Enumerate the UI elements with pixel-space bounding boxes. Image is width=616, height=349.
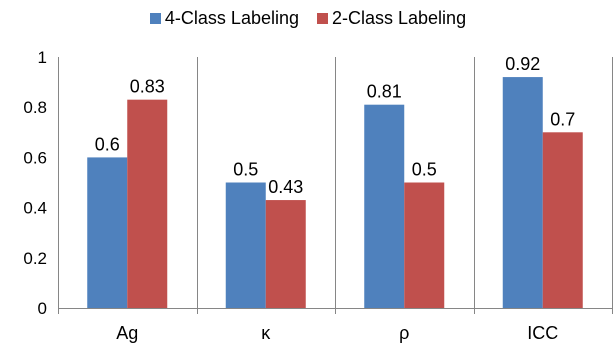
- y-tick-label: 0.4: [23, 199, 47, 218]
- data-label: 0.83: [130, 77, 165, 97]
- bar-2-class: [542, 132, 583, 308]
- data-label: 0.6: [95, 134, 120, 154]
- y-tick-label: 0: [38, 299, 47, 318]
- y-tick-label: 0.8: [23, 98, 47, 117]
- x-tick-label: Ag: [116, 323, 138, 343]
- legend-swatch-4-class: [149, 12, 161, 24]
- x-tick-label: κ: [261, 323, 271, 343]
- data-label: 0.5: [412, 160, 437, 180]
- legend-swatch-2-class: [317, 12, 328, 24]
- y-tick-label: 1: [38, 48, 47, 67]
- legend-label-2-class: 2-Class Labeling: [332, 7, 467, 28]
- data-label: 0.5: [233, 160, 258, 180]
- y-tick-label: 0.2: [23, 249, 47, 268]
- legend-item-4-class: 4-Class Labeling: [149, 7, 299, 29]
- bar-4-class: [502, 77, 543, 308]
- data-label: 0.7: [550, 109, 575, 129]
- y-tick-label: 0.6: [23, 148, 47, 167]
- bar-2-class: [127, 99, 168, 308]
- data-label: 0.92: [505, 54, 540, 74]
- legend: 4-Class Labeling 2-Class Labeling: [0, 6, 616, 30]
- bar-2-class: [404, 182, 445, 308]
- data-label: 0.43: [268, 177, 303, 197]
- bar-4-class: [87, 157, 128, 308]
- bar-4-class: [364, 104, 405, 308]
- legend-label-4-class: 4-Class Labeling: [164, 7, 299, 28]
- legend-item-2-class: 2-Class Labeling: [317, 8, 466, 29]
- x-tick-label: ρ: [399, 323, 409, 343]
- data-label: 0.81: [367, 82, 402, 102]
- bar-4-class: [225, 182, 266, 308]
- x-tick-label: ICC: [527, 323, 558, 343]
- bar-2-class: [265, 200, 306, 308]
